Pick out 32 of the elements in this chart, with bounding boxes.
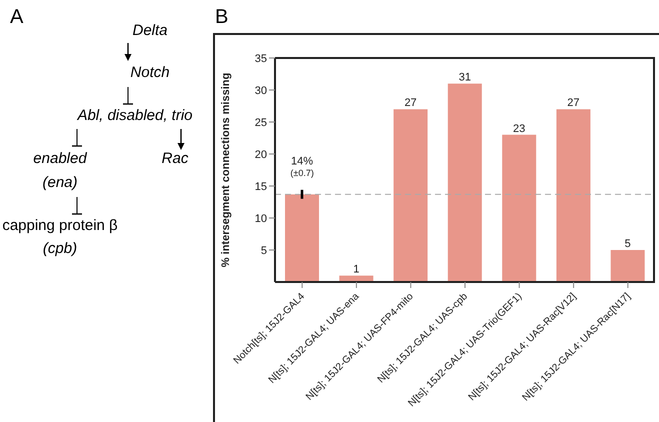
y-tick-label: 35	[254, 52, 267, 65]
bar	[285, 194, 319, 282]
y-tick-label: 5	[260, 244, 267, 257]
data-label: 27	[404, 97, 417, 110]
y-axis-title: % intersegment connections missing	[220, 72, 232, 268]
bar	[556, 109, 590, 282]
text: Notch	[130, 64, 170, 81]
text: Delta	[132, 22, 168, 39]
text: enabled	[32, 150, 88, 167]
text: (ena)	[41, 174, 79, 191]
y-tick-label: 20	[254, 148, 267, 161]
text: A	[10, 6, 24, 29]
data-label: 23	[513, 122, 526, 135]
data-label: 31	[458, 72, 471, 84]
y-tick-label: 10	[254, 212, 267, 225]
text: Rac	[162, 150, 188, 167]
text: Abl, disabled, trio	[77, 107, 193, 124]
data-label: 1	[353, 264, 360, 276]
bar	[394, 109, 428, 282]
text: (cpb)	[42, 240, 78, 257]
data-label: 5	[624, 238, 631, 250]
data-label: 27	[567, 97, 580, 110]
annotation: (±0.7)	[289, 168, 315, 178]
bar	[448, 84, 482, 282]
chart-title: B	[215, 6, 228, 29]
data-label: 14%	[290, 155, 314, 168]
y-tick-label: 30	[254, 84, 267, 97]
bar	[610, 250, 645, 282]
bar	[502, 134, 536, 282]
y-tick-label: 15	[254, 180, 267, 193]
text: capping protein β	[1, 217, 119, 234]
y-tick-label: 25	[254, 116, 267, 129]
